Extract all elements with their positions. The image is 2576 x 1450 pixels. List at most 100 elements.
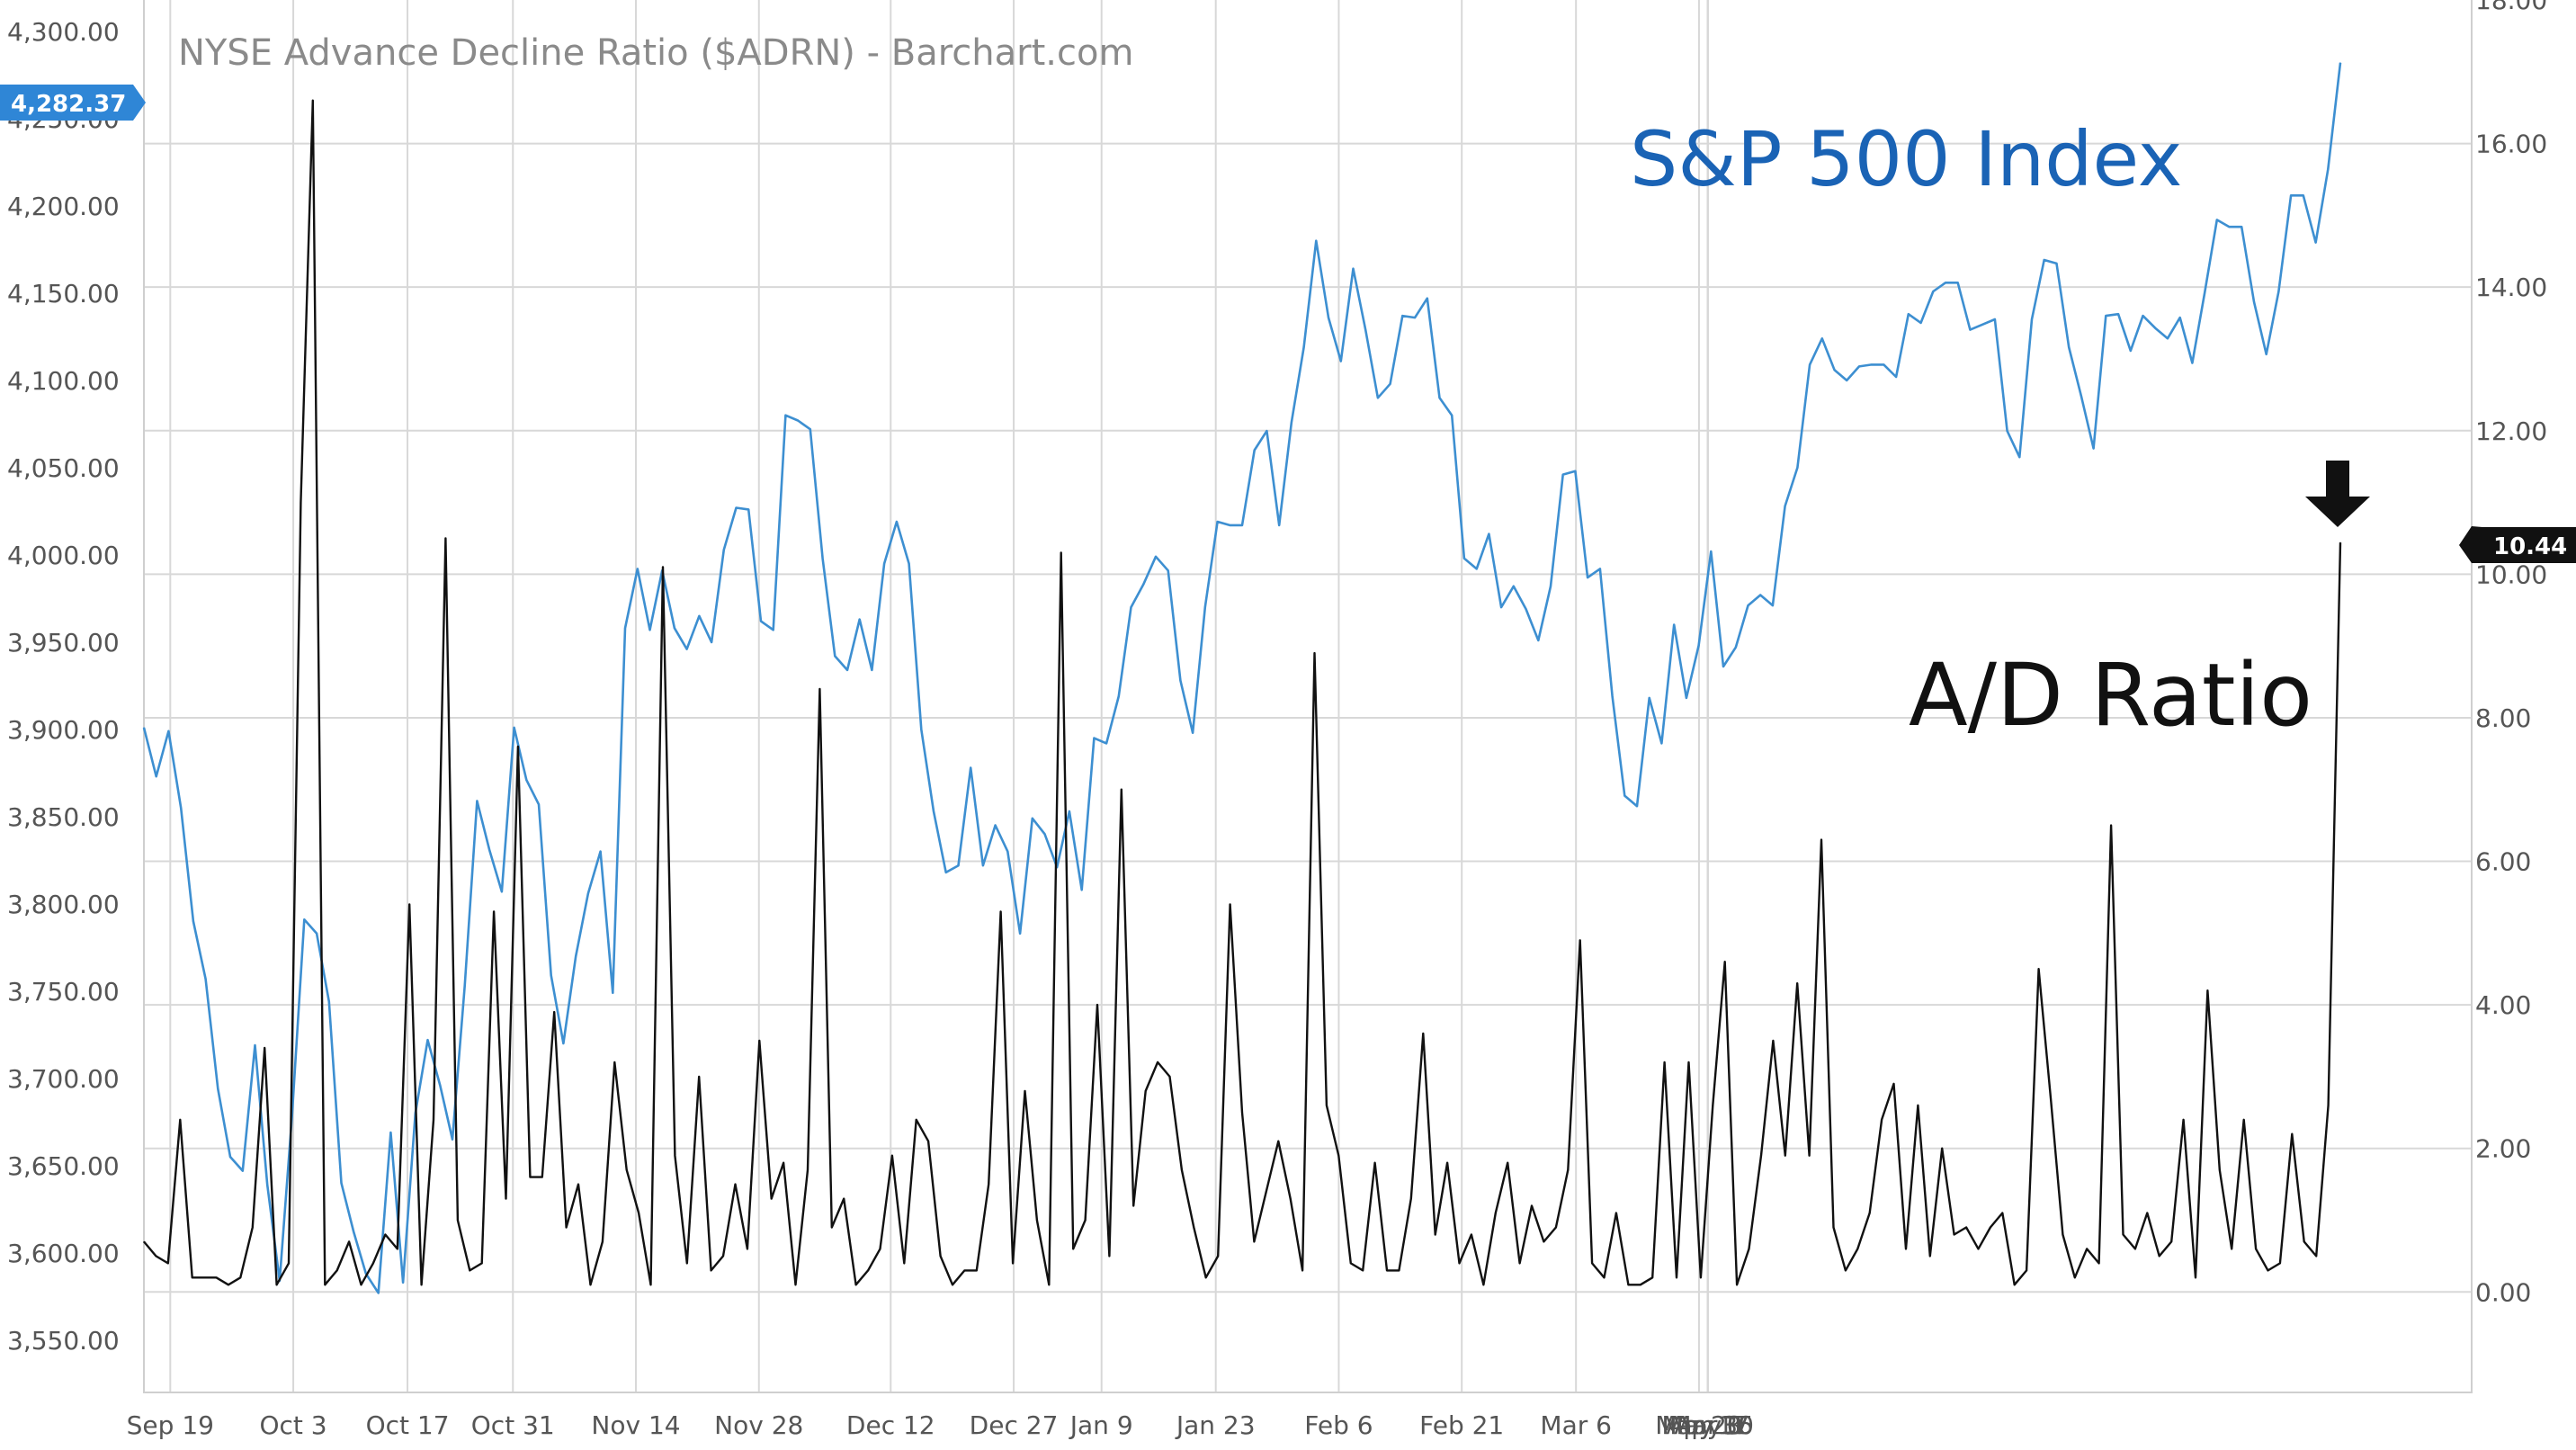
ad-ratio-point xyxy=(1567,1169,1569,1171)
sp500-point xyxy=(1994,318,1996,320)
left-tick-label: 3,700.00 xyxy=(7,1064,120,1094)
ad-ratio-point xyxy=(252,1226,254,1229)
sp500-point xyxy=(2167,337,2169,339)
sp500-point xyxy=(167,730,170,732)
ad-ratio-last-value: 10.44 xyxy=(2493,533,2567,560)
ad-ratio-point xyxy=(1132,1204,1134,1207)
sp500-point xyxy=(1747,604,1749,606)
ad-ratio-point xyxy=(916,1119,917,1121)
sp500-point xyxy=(2130,350,2132,352)
ad-ratio-point xyxy=(1060,551,1062,554)
left-tick-label: 3,900.00 xyxy=(7,715,120,745)
ad-ratio-point xyxy=(1531,1204,1533,1207)
sp500-point xyxy=(156,775,157,777)
ad-ratio-point xyxy=(1929,1255,1931,1257)
sp500-point xyxy=(1302,346,1305,348)
ad-ratio-point xyxy=(626,1169,628,1171)
sp500-point xyxy=(1254,449,1256,452)
x-tick-label: Oct 31 xyxy=(471,1410,555,1440)
ad-ratio-point xyxy=(758,1040,760,1042)
ad-ratio-point xyxy=(2195,1276,2196,1278)
ad-ratio-point xyxy=(1627,1284,1629,1285)
sp500-point xyxy=(2006,430,2008,432)
ad-ratio-point xyxy=(698,1076,700,1078)
ad-ratio-point xyxy=(553,1011,555,1013)
sp500-point xyxy=(970,766,971,769)
sp500-point xyxy=(600,851,602,853)
x-tick-label: Feb 21 xyxy=(1419,1410,1504,1440)
x-tick-label: Dec 12 xyxy=(846,1410,935,1440)
ad-ratio-point xyxy=(807,1169,809,1171)
sp500-point xyxy=(1833,369,1836,371)
ad-ratio-point xyxy=(2159,1255,2160,1257)
ad-ratio-point xyxy=(239,1276,241,1278)
ad-ratio-point xyxy=(1507,1162,1508,1164)
sp500-point xyxy=(1981,324,1983,326)
sp500-point xyxy=(1562,474,1564,476)
ad-ratio-point xyxy=(1446,1162,1448,1164)
sp500-point xyxy=(525,779,527,781)
ad-ratio-point xyxy=(1796,982,1798,984)
left-tick-label: 4,000.00 xyxy=(7,541,120,570)
sp500-point xyxy=(1352,268,1355,270)
ad-ratio-point xyxy=(2026,1269,2027,1271)
ad-ratio-point xyxy=(179,1119,181,1121)
ad-ratio-point xyxy=(2050,1097,2052,1099)
ad-ratio-point xyxy=(1301,1269,1303,1271)
ad-ratio-point xyxy=(1422,1033,1424,1034)
ad-ratio-point xyxy=(505,1197,507,1200)
sp500-point xyxy=(1192,732,1194,734)
sp500-point xyxy=(1574,470,1577,472)
sp500-point xyxy=(1476,568,1478,569)
sp500-point xyxy=(2191,362,2193,364)
sp500-point xyxy=(846,669,848,671)
sp500-point xyxy=(1179,679,1182,682)
ad-ratio-point xyxy=(1205,1276,1207,1278)
ad-ratio-point xyxy=(2170,1240,2172,1243)
sp500-point xyxy=(1599,568,1601,569)
sp500-point xyxy=(995,824,997,827)
sp500-point xyxy=(2031,318,2033,320)
ad-ratio-point xyxy=(1036,1219,1038,1222)
sp500-point xyxy=(180,807,182,809)
sp500-point xyxy=(501,891,503,892)
left-tick-label: 3,850.00 xyxy=(7,802,120,832)
ad-ratio-point xyxy=(300,501,302,504)
ad-ratio-point xyxy=(1084,1219,1087,1222)
x-tick-label: May 30 xyxy=(1661,1410,1753,1440)
ad-ratio-point xyxy=(1362,1269,1364,1271)
ad-ratio-point xyxy=(1048,1284,1050,1285)
ad-ratio-point xyxy=(1241,1112,1243,1114)
x-tick-label: May 1 xyxy=(1669,1410,1746,1440)
sp500-point xyxy=(1155,556,1157,558)
sp500-point xyxy=(1908,313,1910,315)
sp500-point xyxy=(266,1184,268,1186)
ad-ratio-point xyxy=(1157,1061,1158,1063)
ad-ratio-point xyxy=(566,1226,568,1229)
ad-ratio-point xyxy=(1435,1233,1436,1236)
x-tick-label: Apr 17 xyxy=(1666,1410,1749,1440)
sp500-point xyxy=(1032,818,1033,819)
ad-ratio-point xyxy=(891,1155,893,1157)
sp500-point xyxy=(303,918,305,920)
sp500-point xyxy=(1278,524,1280,526)
sp500-point xyxy=(242,1170,244,1172)
ad-ratio-point xyxy=(1760,1155,1762,1157)
ad-ratio-point xyxy=(722,1255,724,1257)
ad-ratio-point xyxy=(939,1255,942,1257)
sp500-point xyxy=(809,428,811,430)
x-tick-label: Mar 20 xyxy=(1655,1410,1742,1440)
sp500-point xyxy=(2228,226,2231,228)
sp500-point xyxy=(1883,363,1884,366)
sp500-point xyxy=(1081,889,1083,891)
ad-ratio-point xyxy=(275,1284,278,1285)
sp500-point xyxy=(402,1282,404,1284)
sp500-point xyxy=(1525,608,1527,610)
sp500-point xyxy=(439,1084,441,1087)
sp500-point xyxy=(2327,168,2329,170)
ad-ratio-point xyxy=(288,1262,290,1264)
left-tick-label: 3,600.00 xyxy=(7,1239,120,1268)
sp500-point xyxy=(2154,327,2156,329)
ad-ratio-point xyxy=(1024,1090,1026,1092)
